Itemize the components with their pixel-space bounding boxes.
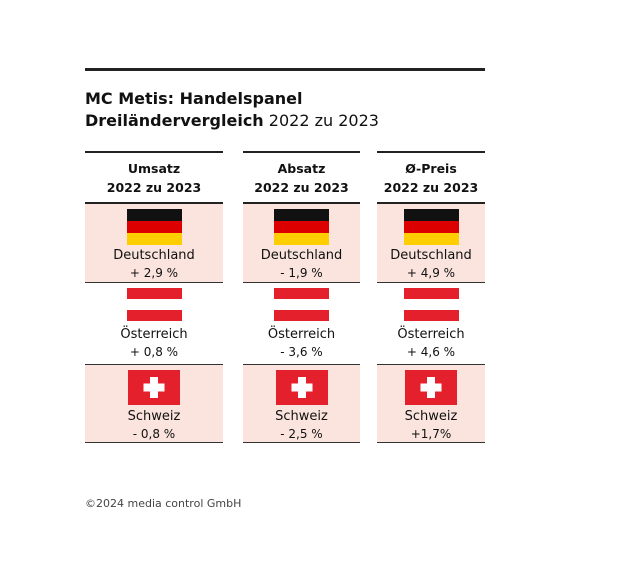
header-rule — [243, 151, 360, 153]
value: - 2,5 % — [280, 427, 323, 441]
country-name: Österreich — [397, 327, 465, 342]
country-name: Deutschland — [260, 248, 343, 263]
column-period: 2022 zu 2023 — [254, 180, 349, 195]
flag-ch — [275, 370, 328, 405]
header-bottom-rule — [243, 202, 360, 204]
value: + 2,9 % — [129, 266, 179, 280]
flag — [85, 370, 223, 405]
column-label: Umsatz — [127, 161, 181, 176]
flag — [85, 288, 223, 321]
country-name: Schweiz — [127, 409, 181, 424]
column-period: 2022 zu 2023 — [383, 180, 479, 195]
flag — [377, 370, 485, 405]
flag — [243, 370, 360, 405]
value: + 4,9 % — [406, 266, 456, 280]
flag-de — [126, 209, 182, 245]
value: - 0,8 % — [132, 427, 176, 441]
flag — [377, 209, 485, 245]
value: - 1,9 % — [280, 266, 323, 280]
header-rule — [377, 151, 485, 153]
flag-at — [403, 288, 459, 321]
country-name: Schweiz — [275, 409, 328, 424]
title-line1: MC Metis: Handelspanel — [85, 89, 303, 109]
flag — [243, 209, 360, 245]
flag-de — [403, 209, 459, 245]
column-label: Absatz — [277, 161, 326, 176]
top-rule — [85, 68, 485, 71]
flag-at — [274, 288, 329, 321]
title-bold: MC Metis: Handelspanel — [85, 89, 303, 108]
header-bottom-rule — [377, 202, 485, 204]
header-rule — [85, 151, 223, 153]
flag-at — [126, 288, 182, 321]
column-period: 2022 zu 2023 — [106, 180, 202, 195]
header-bottom-rule — [85, 202, 223, 204]
value: + 0,8 % — [129, 345, 179, 359]
country-name: Deutschland — [113, 248, 195, 263]
country-name: Schweiz — [404, 409, 458, 424]
flag-de — [274, 209, 329, 245]
country-name: Deutschland — [390, 248, 472, 263]
flag — [243, 288, 360, 321]
footer: ©2024 media control GmbH — [85, 497, 242, 510]
flag — [85, 209, 223, 245]
country-name: Österreich — [120, 327, 188, 342]
title-bold: Dreiländervergleich — [85, 111, 264, 130]
value: + 4,6 % — [406, 345, 456, 359]
value: +1,7% — [410, 427, 452, 441]
title-line2: Dreiländervergleich 2022 zu 2023 — [85, 111, 379, 131]
column-label: Ø-Preis — [405, 161, 457, 176]
value: - 3,6 % — [280, 345, 323, 359]
flag-ch — [128, 370, 180, 405]
title-rest: 2022 zu 2023 — [268, 111, 379, 130]
flag — [377, 288, 485, 321]
flag-ch — [405, 370, 457, 405]
country-name: Österreich — [267, 327, 336, 342]
